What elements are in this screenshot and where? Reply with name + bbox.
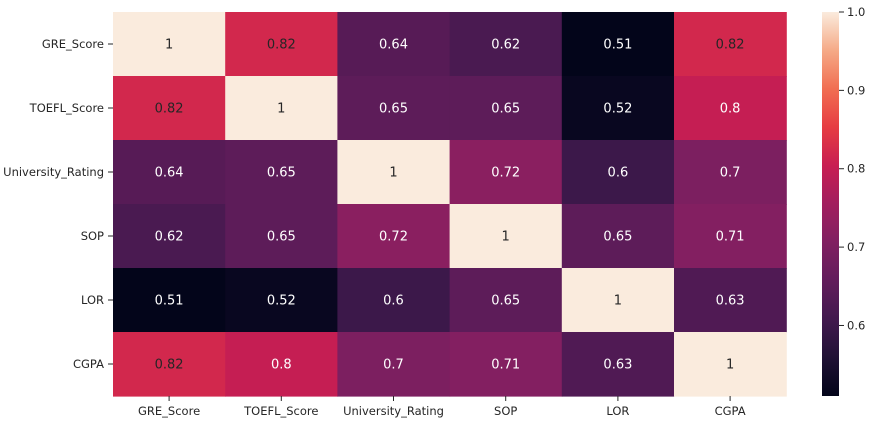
- heatmap-cell: [225, 12, 338, 77]
- heatmap-cell: [449, 140, 563, 205]
- colorbar-tick-label: 1.0: [847, 5, 865, 19]
- heatmap-cell: [449, 268, 563, 333]
- y-tick-label: University_Rating: [3, 165, 104, 179]
- y-tick-label: SOP: [81, 229, 104, 243]
- cell-value-label: 0.7: [383, 358, 404, 373]
- heatmap-cell: [225, 204, 338, 269]
- cell-value-label: 0.64: [379, 38, 408, 53]
- heatmap-cell: [449, 204, 563, 269]
- cell-value-label: 0.82: [716, 38, 745, 53]
- colorbar-tick-label: 0.6: [847, 318, 865, 332]
- heatmap-cell: [113, 204, 226, 269]
- heatmap-cell: [337, 268, 451, 333]
- colorbar-tick-label: 0.9: [847, 83, 865, 97]
- y-axis: GRE_Score TOEFL_Score University_Rating SOP…: [3, 37, 113, 371]
- heatmap-cell: [674, 204, 787, 269]
- x-tick-label: CGPA: [715, 404, 746, 418]
- y-tick-label: CGPA: [73, 357, 104, 371]
- cell-value-label: 0.63: [716, 294, 745, 309]
- heatmap-cell: [337, 76, 451, 141]
- cell-value-label: 1: [726, 358, 734, 373]
- heatmap-cell: [337, 140, 451, 205]
- heatmap-cell: [561, 268, 675, 333]
- heatmap-cell: [561, 332, 675, 397]
- y-tick-label: TOEFL_Score: [29, 101, 104, 115]
- cell-value-label: 0.65: [267, 166, 296, 181]
- cell-value-label: 0.82: [155, 358, 184, 373]
- heatmap-cell: [113, 332, 226, 397]
- heatmap-cell: [561, 76, 675, 141]
- cell-value-label: 0.65: [379, 102, 408, 117]
- colorbar: 0.6 0.7 0.8 0.9 1.0: [822, 5, 865, 396]
- cell-value-label: 0.82: [155, 102, 184, 117]
- cell-value-label: 1: [389, 166, 397, 181]
- cell-value-label: 0.6: [383, 294, 404, 309]
- heatmap-cell: [561, 204, 675, 269]
- cell-value-label: 0.64: [155, 166, 184, 181]
- cell-value-label: 1: [165, 38, 173, 53]
- cell-value-label: 0.52: [267, 294, 296, 309]
- cell-value-label: 0.65: [603, 230, 632, 245]
- cell-value-label: 0.51: [155, 294, 184, 309]
- cell-value-label: 0.6: [608, 166, 629, 181]
- cell-value-label: 0.62: [155, 230, 184, 245]
- cell-value-label: 0.52: [603, 102, 632, 117]
- heatmap-cell: [113, 140, 226, 205]
- x-tick-label: TOEFL_Score: [243, 404, 318, 418]
- x-tick-label: SOP: [494, 404, 517, 418]
- heatmap-cell: [337, 204, 451, 269]
- colorbar-gradient: [822, 12, 839, 396]
- heatmap-cell: [674, 12, 787, 77]
- cell-value-label: 0.62: [491, 38, 520, 53]
- heatmap-cell: [225, 76, 338, 141]
- x-axis: GRE_Score TOEFL_Score University_Rating SOP…: [138, 396, 746, 418]
- cell-value-label: 0.65: [491, 294, 520, 309]
- heatmap-cell: [674, 140, 787, 205]
- cell-value-label: 0.7: [720, 166, 741, 181]
- heatmap-cell: [674, 268, 787, 333]
- colorbar-tick-label: 0.7: [847, 240, 865, 254]
- heatmap-cell: [674, 76, 787, 141]
- x-tick-label: University_Rating: [343, 404, 444, 418]
- cell-value-label: 0.51: [603, 38, 632, 53]
- cell-value-label: 0.8: [720, 102, 741, 117]
- heatmap-cell: [449, 332, 563, 397]
- heatmap-cell: [674, 332, 787, 397]
- heatmap-cell: [113, 76, 226, 141]
- heatmap-cell: [561, 140, 675, 205]
- colorbar-tick-label: 0.8: [847, 162, 865, 176]
- heatmap-cell: [225, 140, 338, 205]
- heatmap-cell: [337, 332, 451, 397]
- cell-value-label: 0.72: [491, 166, 520, 181]
- heatmap-cell: [449, 76, 563, 141]
- cell-value-label: 0.65: [267, 230, 296, 245]
- x-tick-label: LOR: [606, 404, 629, 418]
- heatmap-cell: [225, 268, 338, 333]
- cell-value-label: 1: [502, 230, 510, 245]
- cell-value-label: 0.82: [267, 38, 296, 53]
- cell-value-label: 0.65: [491, 102, 520, 117]
- heatmap-cell: [449, 12, 563, 77]
- x-tick-label: GRE_Score: [138, 404, 200, 418]
- cell-value-label: 0.71: [716, 230, 745, 245]
- heatmap-cell: [113, 12, 226, 77]
- heatmap-cells: 1 0.82 0.64 0.62 0.51 0.82 0.82 1 0.65 0.65 0.52 0.…: [113, 12, 787, 397]
- cell-value-label: 0.63: [603, 358, 632, 373]
- heatmap-cell: [337, 12, 451, 77]
- y-tick-label: LOR: [81, 293, 104, 307]
- y-tick-label: GRE_Score: [42, 37, 104, 51]
- cell-value-label: 1: [277, 102, 285, 117]
- heatmap-cell: [561, 12, 675, 77]
- cell-value-label: 0.8: [271, 358, 292, 373]
- heatmap-cell: [113, 268, 226, 333]
- cell-value-label: 0.72: [379, 230, 408, 245]
- cell-value-label: 1: [614, 294, 622, 309]
- heatmap-cell: [225, 332, 338, 397]
- cell-value-label: 0.71: [491, 358, 520, 373]
